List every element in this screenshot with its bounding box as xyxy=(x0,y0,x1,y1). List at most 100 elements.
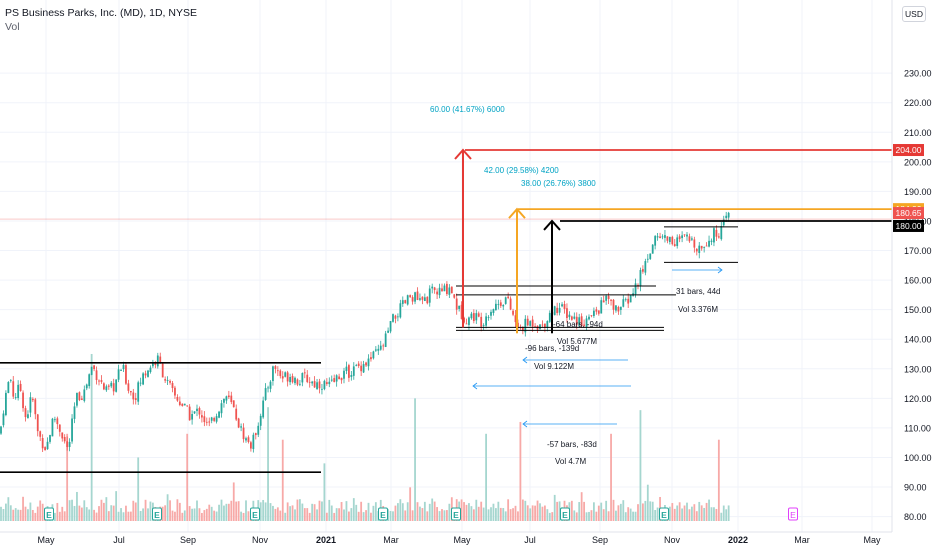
candle-body xyxy=(384,333,387,348)
time-tick-label: May xyxy=(863,535,881,545)
candle-body xyxy=(12,381,15,397)
volume-bar xyxy=(122,512,125,521)
volume-bar xyxy=(490,507,492,521)
volume-bar xyxy=(115,491,118,521)
volume-bar xyxy=(578,502,581,521)
candle-body xyxy=(578,317,581,326)
volume-bar xyxy=(215,511,218,521)
volume-bar xyxy=(17,509,20,521)
price-axis[interactable]: 80.00 90.00 100.00 110.00 120.00 130.00 140.00… xyxy=(891,0,932,532)
candle-body xyxy=(107,385,110,387)
time-axis[interactable]: May Jul Sep Nov 2021 Mar May Jul Sep Nov 2022 Mar Ma… xyxy=(0,531,892,545)
candlesticks xyxy=(0,211,730,453)
candle-body xyxy=(367,358,370,367)
candle-body xyxy=(223,398,225,403)
volume-bar xyxy=(627,507,630,521)
candle-body xyxy=(323,380,326,390)
currency-button[interactable]: USD xyxy=(902,6,926,22)
volume-bar xyxy=(181,512,184,521)
volume-bar xyxy=(637,504,639,521)
candle-body xyxy=(350,375,353,377)
volume-bar xyxy=(85,507,88,521)
volume-bar xyxy=(281,439,284,521)
volume-bar xyxy=(279,510,282,521)
volume-bar xyxy=(166,494,169,521)
volume-bar xyxy=(431,498,434,521)
candle-body xyxy=(29,397,32,413)
candle-body xyxy=(700,245,703,249)
candle-body xyxy=(646,258,649,260)
volume-bar xyxy=(570,500,573,521)
candle-body xyxy=(607,295,610,299)
volume-bar xyxy=(129,511,132,521)
candle-body xyxy=(490,311,492,316)
volume-bar xyxy=(472,509,475,521)
price-tick-label: 80.00 xyxy=(904,512,927,522)
candle-body xyxy=(137,382,140,402)
volume-bar xyxy=(463,502,465,521)
volume-bar xyxy=(634,511,637,521)
candle-body xyxy=(7,382,10,393)
volume-bar xyxy=(683,505,686,521)
measure-arrow-head xyxy=(472,382,478,390)
volume-bar xyxy=(632,511,634,521)
symbol-title[interactable]: PS Business Parks, Inc. (MD), 1D, NYSE xyxy=(5,7,197,19)
candle-body xyxy=(705,245,708,247)
volume-bar xyxy=(306,508,309,521)
volume-bar xyxy=(487,509,490,521)
candle-body xyxy=(546,321,549,329)
candle-body xyxy=(237,418,240,428)
volume-bar xyxy=(220,499,223,521)
volume-bar xyxy=(365,510,367,521)
measure-label: -96 bars, -139d xyxy=(525,344,579,353)
volume-bar xyxy=(352,498,355,521)
candle-body xyxy=(279,370,282,377)
candle-body xyxy=(250,442,252,449)
projection-label: 42.00 (29.58%) 4200 xyxy=(484,166,559,175)
indicator-label[interactable]: Vol xyxy=(5,21,20,33)
price-tick-label: 190.00 xyxy=(904,187,932,197)
candle-body xyxy=(463,317,465,323)
volume-bar xyxy=(607,511,610,521)
candle-body xyxy=(132,392,135,400)
earnings-icon xyxy=(659,507,669,521)
volume-bar xyxy=(588,511,590,521)
volume-bar xyxy=(392,511,394,521)
candle-body xyxy=(668,236,671,243)
volume-bar xyxy=(272,505,274,521)
candle-body xyxy=(624,299,627,301)
candle-body xyxy=(245,438,247,441)
candle-body xyxy=(495,303,497,311)
volume-bar xyxy=(54,512,56,521)
volume-bar xyxy=(713,507,715,521)
volume-bar xyxy=(517,511,519,521)
price-tag-label: 180.65 xyxy=(896,208,922,218)
candle-body xyxy=(382,345,385,347)
volume-bar xyxy=(328,499,331,521)
volume-bar xyxy=(321,501,323,521)
candle-body xyxy=(448,287,451,295)
candle-body xyxy=(698,245,701,254)
volume-bar xyxy=(330,505,333,521)
candle-body xyxy=(725,215,728,218)
volume-bar xyxy=(416,502,419,521)
candle-body xyxy=(580,316,583,327)
volume-bar xyxy=(289,506,291,521)
candle-body xyxy=(419,298,421,300)
candle-body xyxy=(44,447,46,451)
candle-body xyxy=(328,381,331,385)
volume-bar xyxy=(676,505,679,521)
earnings-icon-letter: E xyxy=(154,510,160,520)
candle-body xyxy=(14,397,17,398)
candle-body xyxy=(198,408,201,415)
volume-bar xyxy=(691,506,693,521)
volume-bar xyxy=(460,499,463,521)
candle-body xyxy=(431,286,434,289)
candle-body xyxy=(524,318,527,333)
volume-bar xyxy=(644,500,647,521)
candle-body xyxy=(201,415,203,418)
candle-body xyxy=(330,379,333,381)
volume-bar xyxy=(125,505,127,521)
candle-body xyxy=(362,364,365,373)
